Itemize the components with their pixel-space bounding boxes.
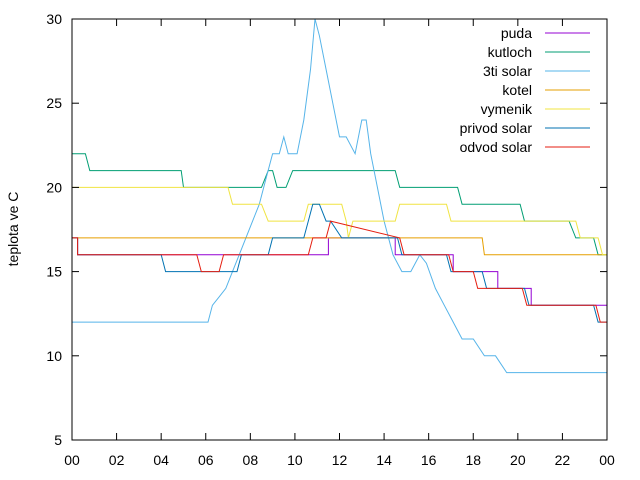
series-line-5 [72,203,607,323]
series-line-2 [72,18,607,374]
legend-label: 3ti solar [483,63,532,79]
y-tick-label: 5 [54,432,62,448]
x-tick-label: 08 [243,452,259,468]
y-tick-label: 20 [46,179,62,195]
x-tick-label: 18 [465,452,481,468]
series-line-4 [72,186,607,256]
y-tick-label: 30 [46,11,62,27]
legend-label: puda [501,25,532,41]
y-tick-label: 25 [46,95,62,111]
ticks-layer: 5 10 15 20 25 30 00 02 04 06 08 10 12 14 16 18 20 22 00 [46,11,615,468]
legend-label: kotel [502,82,532,98]
x-tick-label: 00 [64,452,80,468]
y-tick-label: 15 [46,264,62,280]
legend: puda kutloch 3ti solar kotel vymenik privod s… [460,25,590,155]
x-tick-label: 06 [198,452,214,468]
y-axis-title: teplota ve C [5,192,21,267]
x-tick-label: 12 [332,452,348,468]
x-tick-label: 00 [599,452,615,468]
legend-label: kutloch [488,44,532,60]
x-tick-label: 16 [421,452,437,468]
x-tick-label: 14 [376,452,392,468]
x-tick-label: 22 [555,452,571,468]
x-tick-label: 10 [287,452,303,468]
x-tick-label: 02 [109,452,125,468]
x-tick-label: 04 [153,452,169,468]
legend-label: vymenik [481,101,533,117]
legend-label: privod solar [460,120,533,136]
x-tick-label: 20 [510,452,526,468]
series-layer [72,18,607,374]
series-line-6 [72,220,607,323]
series-line-3 [72,237,607,256]
legend-label: odvod solar [460,139,533,155]
series-line-1 [72,153,607,256]
y-tick-label: 10 [46,348,62,364]
